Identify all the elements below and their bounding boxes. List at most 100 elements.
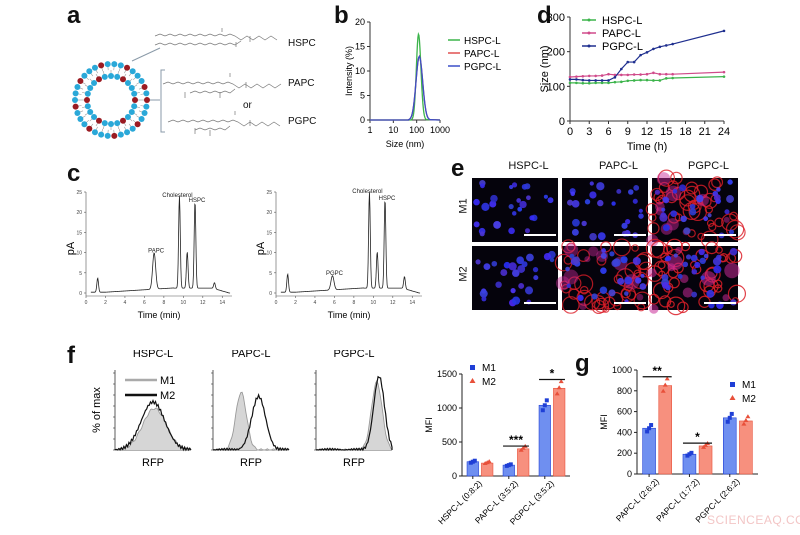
panel-label-e: e: [451, 155, 465, 182]
svg-text:0: 0: [85, 300, 88, 306]
svg-text:RFP: RFP: [240, 457, 262, 469]
svg-text:PGPC-L: PGPC-L: [602, 41, 643, 53]
svg-text:9: 9: [625, 126, 631, 138]
svg-text:PGPC-L: PGPC-L: [334, 350, 375, 360]
svg-text:12: 12: [390, 300, 396, 306]
panel-f-flow-histograms: HSPC-L RFP PAPC-L RFP PGPC-L RFP % of max M1 M2: [80, 348, 410, 480]
svg-text:pA: pA: [65, 241, 77, 255]
svg-text:1000: 1000: [612, 365, 632, 375]
svg-text:600: 600: [617, 407, 632, 417]
svg-text:10: 10: [371, 300, 377, 306]
svg-text:4: 4: [124, 300, 127, 306]
svg-text:15: 15: [660, 126, 672, 138]
panel-label-a: a: [67, 2, 81, 29]
svg-text:20: 20: [355, 17, 365, 27]
svg-text:Size (nm): Size (nm): [386, 139, 425, 149]
svg-text:RFP: RFP: [142, 457, 164, 469]
svg-text:200: 200: [547, 47, 565, 59]
svg-text:20: 20: [266, 210, 272, 216]
svg-text:6: 6: [605, 126, 611, 138]
svg-text:1: 1: [367, 125, 372, 135]
svg-text:14: 14: [409, 300, 415, 306]
svg-text:Cholesterol: Cholesterol: [162, 193, 192, 199]
svg-text:15: 15: [266, 230, 272, 236]
col-header-hspc: HSPC-L: [508, 160, 549, 172]
svg-text:25: 25: [266, 190, 272, 196]
svg-text:12: 12: [641, 126, 653, 138]
svg-text:10: 10: [181, 300, 187, 306]
svg-text:21: 21: [699, 126, 711, 138]
svg-text:Time (min): Time (min): [138, 310, 181, 320]
liposome-svg: HSPC PAPC or PGPC: [72, 28, 316, 139]
svg-text:8: 8: [352, 300, 355, 306]
svg-text:Cholesterol: Cholesterol: [352, 189, 382, 195]
svg-text:M2: M2: [482, 377, 496, 388]
svg-text:2: 2: [294, 300, 297, 306]
svg-text:15: 15: [76, 230, 82, 236]
svg-text:PAPC: PAPC: [148, 249, 165, 255]
molecule-label-pgpc: PGPC: [288, 116, 316, 127]
panel-a-liposome-diagram: HSPC PAPC or PGPC: [60, 20, 320, 160]
svg-text:PAPC-L: PAPC-L: [232, 350, 271, 360]
svg-text:Time (min): Time (min): [328, 310, 371, 320]
svg-text:15: 15: [355, 42, 365, 52]
svg-text:20: 20: [76, 210, 82, 216]
svg-text:1000: 1000: [430, 125, 450, 135]
svg-text:1000: 1000: [437, 403, 457, 413]
svg-text:2: 2: [104, 300, 107, 306]
svg-text:6: 6: [143, 300, 146, 306]
svg-text:Size (nm): Size (nm): [540, 45, 551, 92]
panel-f-mfi-bar: 0 500 1000 1500 MFI HSPC-L (0:8:2) *** PAPC-L (…: [410, 360, 570, 530]
svg-text:100: 100: [547, 81, 565, 93]
svg-text:M2: M2: [160, 390, 175, 402]
svg-text:0: 0: [275, 300, 278, 306]
svg-text:0: 0: [567, 126, 573, 138]
panel-c-hplc-left: 0 5 10 15 20 25 0 2 4 6 8 10 12 14 Time (min) pA PAPC Cho…: [60, 180, 250, 330]
dls-intensity-chart: 0 5 10 15 20 1 10 100 1000 Size (nm) Intensity (%)…: [344, 17, 502, 149]
panel-label-c: c: [67, 160, 81, 187]
svg-text:HSPC: HSPC: [189, 198, 206, 204]
watermark: SCIENCEAQ.COM: [707, 513, 800, 527]
svg-text:PGPC-L: PGPC-L: [464, 62, 502, 73]
svg-text:HSPC-L: HSPC-L: [133, 350, 173, 360]
svg-text:200: 200: [617, 448, 632, 458]
svg-text:**: **: [652, 364, 662, 378]
svg-text:0: 0: [627, 469, 632, 479]
panel-d-size-time-chart: 0 100 200 300 0 3 6 9 12 15 18 21 24 Time (h) Size (nm…: [539, 5, 800, 155]
svg-text:M1: M1: [160, 375, 175, 387]
svg-text:0: 0: [79, 291, 82, 297]
svg-text:M1: M1: [742, 380, 756, 391]
svg-text:MFI: MFI: [424, 417, 434, 433]
svg-text:*: *: [550, 367, 555, 381]
svg-text:800: 800: [617, 386, 632, 396]
svg-text:HSPC-L: HSPC-L: [464, 36, 501, 47]
panel-g-mfi-bar: 0 200 400 600 800 1000 MFI ** PAPC-L (2:6:2) * PAP…: [590, 360, 790, 530]
svg-text:HSPC: HSPC: [379, 196, 396, 202]
svg-text:8: 8: [162, 300, 165, 306]
svg-text:PAPC-L: PAPC-L: [464, 49, 500, 60]
svg-text:0: 0: [360, 115, 365, 125]
svg-text:*: *: [695, 430, 700, 444]
svg-text:10: 10: [266, 251, 272, 257]
panel-c-hplc-right: 0 5 10 15 20 25 0 2 4 6 8 10 12 14 Time (min) pA PGPC Cho…: [250, 180, 440, 330]
panel-e-microscopy: HSPC-L PAPC-L PGPC-L M1 M2: [458, 160, 800, 320]
svg-text:5: 5: [79, 271, 82, 277]
svg-text:4: 4: [314, 300, 317, 306]
svg-text:6: 6: [333, 300, 336, 306]
chromatogram-papc: 0 5 10 15 20 25 0 2 4 6 8 10 12 14 Time (min) pA PAPC Cho…: [65, 190, 232, 320]
svg-text:0: 0: [559, 116, 565, 128]
svg-text:1500: 1500: [437, 369, 457, 379]
svg-text:500: 500: [442, 437, 457, 447]
panel-label-f: f: [67, 342, 75, 369]
svg-text:14: 14: [219, 300, 225, 306]
svg-text:10: 10: [388, 125, 398, 135]
svg-text:pA: pA: [255, 241, 267, 255]
svg-text:400: 400: [617, 427, 632, 437]
svg-text:HSPC-L: HSPC-L: [602, 15, 642, 27]
panel-label-g: g: [575, 350, 590, 377]
flow-histograms: HSPC-L RFP PAPC-L RFP PGPC-L RFP % of max M1 M2: [91, 348, 393, 469]
svg-text:% of max: % of max: [91, 387, 103, 433]
svg-text:Intensity (%): Intensity (%): [344, 46, 354, 96]
